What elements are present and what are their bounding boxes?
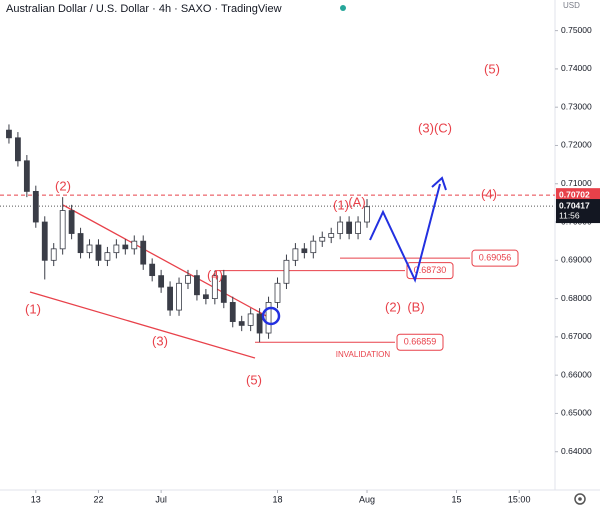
candle-body [256, 313, 263, 334]
candle-body [319, 236, 326, 242]
candle-body [247, 313, 254, 326]
y-tick-label: 0.66000 [561, 369, 592, 379]
wave-label: (5) [484, 61, 500, 76]
candle-body [328, 233, 335, 238]
candle-body [113, 244, 120, 254]
candle-body [337, 221, 344, 234]
level-price-label: 0.70702 [559, 189, 590, 199]
level-box-label: 0.66859 [404, 337, 437, 347]
wave-label: (1) [333, 197, 349, 212]
x-tick-label: 15 [452, 494, 462, 504]
candle-body [211, 275, 218, 299]
candles [6, 124, 370, 343]
x-tick-label: 18 [272, 494, 282, 504]
candle-body [32, 191, 39, 223]
wave-label: (4) [207, 267, 223, 282]
x-tick-label: 15:00 [508, 494, 531, 504]
candle-body [202, 294, 209, 299]
wave-label: (B) [407, 299, 424, 314]
invalidation-label: INVALIDATION [336, 350, 391, 359]
settings-icon[interactable] [574, 493, 586, 505]
candle-body [176, 282, 182, 311]
candle-body [346, 221, 353, 234]
breakout-circle [261, 306, 281, 326]
candle-body [167, 286, 173, 311]
projection-arrow [431, 176, 447, 191]
wave-label: (5) [246, 372, 262, 387]
x-tick-label: 13 [31, 494, 41, 504]
y-tick-label: 0.74000 [561, 63, 592, 73]
x-tick-label: 22 [93, 494, 103, 504]
gear[interactable] [574, 493, 586, 505]
level-box [471, 249, 519, 267]
candle-body [185, 275, 191, 284]
y-tick-label: 0.69000 [561, 255, 592, 265]
candle-body [220, 275, 227, 303]
candle-body [265, 302, 272, 334]
y-tick-label: 0.68000 [561, 293, 592, 303]
candle-body [50, 248, 57, 261]
candle-body [149, 263, 156, 277]
candle-body [104, 252, 111, 261]
candle-body [301, 248, 308, 254]
wave-label: (4) [481, 186, 497, 201]
wave-label: (3) [418, 120, 434, 135]
y-tick-label: 0.72000 [561, 140, 592, 150]
y-tick-label: 0.64000 [561, 446, 592, 456]
last-price-tag [556, 199, 600, 224]
wave-label: (2) [385, 299, 401, 314]
candle-body [23, 160, 30, 192]
gear-hub[interactable] [578, 497, 582, 501]
candle-body [364, 206, 370, 223]
candle-body [122, 244, 129, 250]
candle-body [140, 240, 147, 265]
wave-label: (A) [348, 194, 365, 209]
y-tick-label: 0.73000 [561, 101, 592, 111]
projection-path [369, 183, 441, 283]
wave-label: (1) [25, 301, 41, 316]
level-box-label: 0.69056 [479, 253, 512, 263]
candle-body [310, 240, 317, 254]
candle-body [77, 233, 84, 254]
wedge-upper [62, 204, 271, 319]
candle-body [229, 302, 236, 322]
candle-body [194, 275, 200, 296]
level-box [396, 333, 444, 351]
candle-body [238, 321, 245, 326]
candle-body [292, 248, 299, 261]
x-tick-label: Jul [155, 494, 167, 504]
countdown-label: 11:56 [559, 210, 580, 220]
candle-body [68, 210, 75, 234]
candle-body [41, 221, 48, 261]
level-box-label: 0.68730 [414, 265, 447, 275]
status-dot [340, 5, 346, 11]
y-tick-label: 0.75000 [561, 25, 592, 35]
candle-body [274, 282, 281, 303]
wave-label: (2) [55, 178, 71, 193]
candle-body [158, 275, 165, 288]
candle-body [131, 240, 138, 250]
wave-label: (3) [152, 333, 168, 348]
last-price-label: 0.70417 [559, 200, 590, 210]
y-tick-label: 0.71000 [561, 178, 592, 188]
candle-body [15, 137, 21, 162]
currency-label: USD [563, 1, 580, 10]
candle-body [6, 129, 12, 139]
candle-body [283, 259, 290, 284]
y-tick-label: 0.65000 [561, 408, 592, 418]
wave-label: (C) [434, 120, 452, 135]
chart-title: Australian Dollar / U.S. Dollar · 4h · S… [6, 3, 282, 15]
candle-body [59, 210, 66, 250]
level-price-tag [556, 188, 600, 203]
y-tick-label: 0.67000 [561, 331, 592, 341]
candle-body [86, 244, 93, 254]
candle-body [95, 244, 102, 261]
x-tick-label: Aug [359, 494, 375, 504]
candle-body [355, 221, 361, 234]
wedge-lower [29, 291, 256, 359]
